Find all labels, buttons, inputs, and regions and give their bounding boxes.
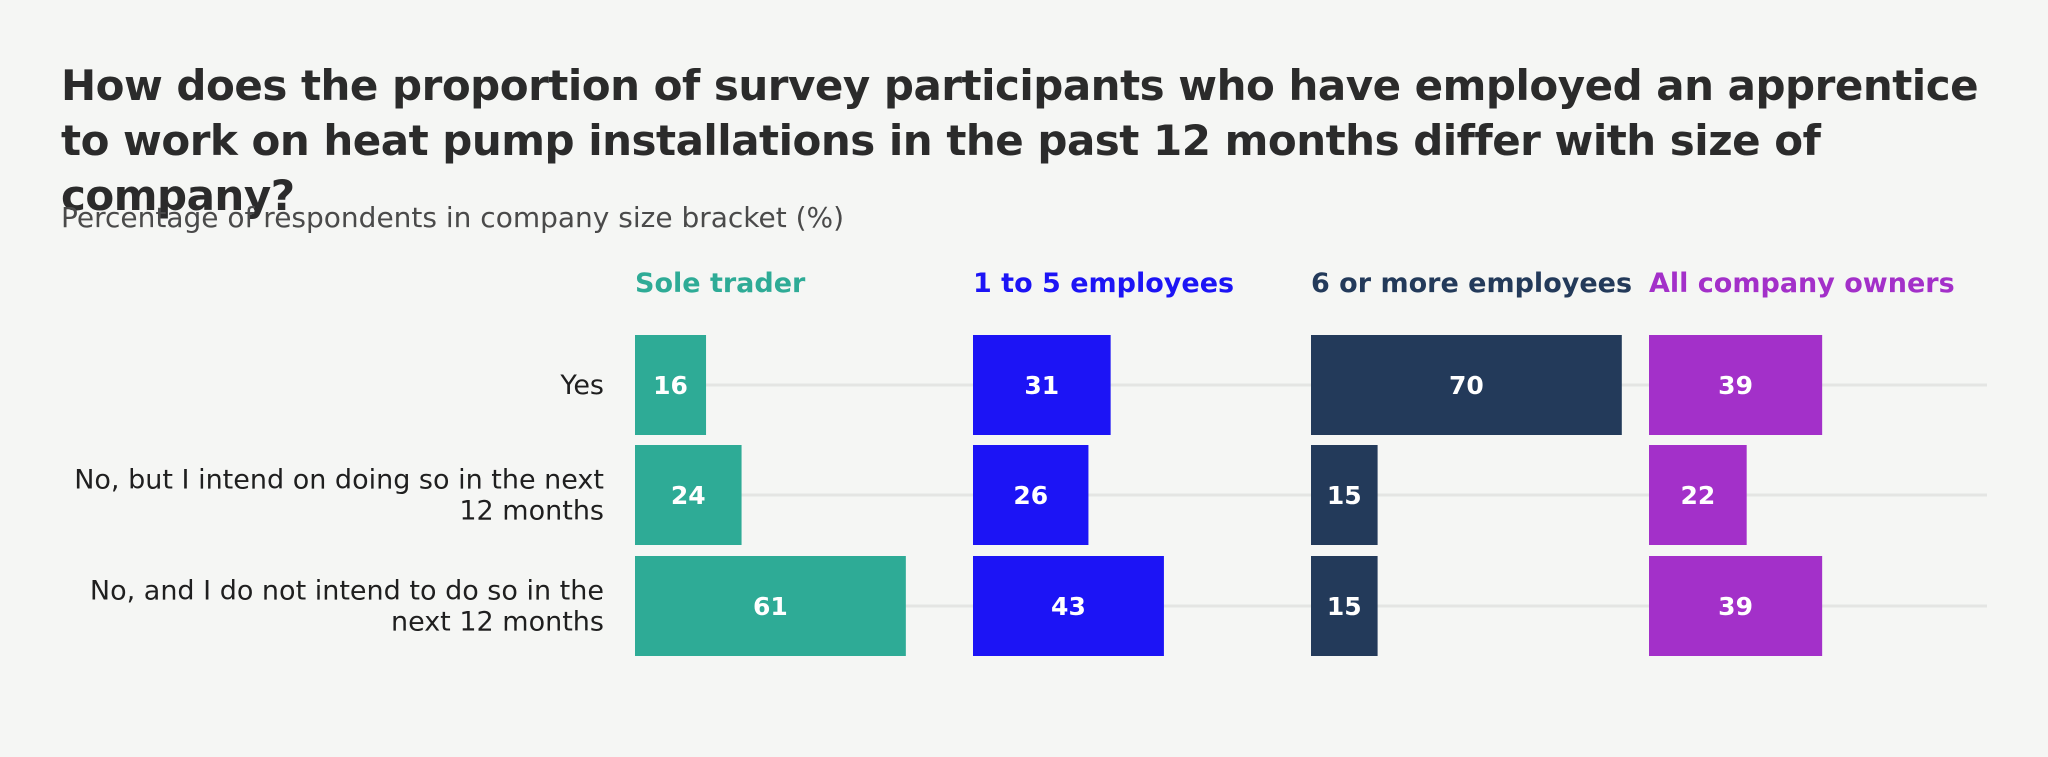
data-label: 15 bbox=[1327, 592, 1362, 621]
series-header: Sole trader bbox=[635, 268, 806, 299]
data-label: 39 bbox=[1718, 592, 1753, 621]
bar bbox=[1311, 556, 1378, 656]
bar bbox=[1311, 335, 1622, 435]
bar bbox=[973, 445, 1089, 545]
bar bbox=[635, 445, 742, 545]
chart-title: How does the proportion of survey partic… bbox=[61, 61, 1979, 220]
data-label: 43 bbox=[1051, 592, 1086, 621]
category-label: No, and I do not intend to do so in the n… bbox=[90, 576, 604, 638]
data-label: 31 bbox=[1024, 371, 1059, 400]
data-label: 22 bbox=[1680, 481, 1715, 510]
data-label: 24 bbox=[671, 481, 706, 510]
bar bbox=[635, 335, 707, 435]
chart-subtitle: Percentage of respondents in company siz… bbox=[61, 201, 845, 234]
data-label: 15 bbox=[1327, 481, 1362, 510]
series-header: All company owners bbox=[1649, 268, 1955, 299]
data-label: 61 bbox=[753, 592, 788, 621]
bar bbox=[635, 556, 906, 656]
bar bbox=[973, 335, 1111, 435]
data-label: 70 bbox=[1449, 371, 1484, 400]
bar bbox=[1649, 445, 1747, 545]
category-label: Yes bbox=[559, 370, 604, 401]
data-label: 16 bbox=[653, 371, 688, 400]
data-label: 26 bbox=[1013, 481, 1048, 510]
category-label: No, but I intend on doing so in the next… bbox=[74, 465, 604, 527]
data-label: 39 bbox=[1718, 371, 1753, 400]
bar bbox=[1311, 445, 1378, 545]
bar bbox=[1649, 556, 1823, 656]
series-header: 1 to 5 employees bbox=[973, 268, 1234, 299]
bar bbox=[1649, 335, 1823, 435]
bar bbox=[973, 556, 1164, 656]
series-header: 6 or more employees bbox=[1311, 268, 1632, 299]
